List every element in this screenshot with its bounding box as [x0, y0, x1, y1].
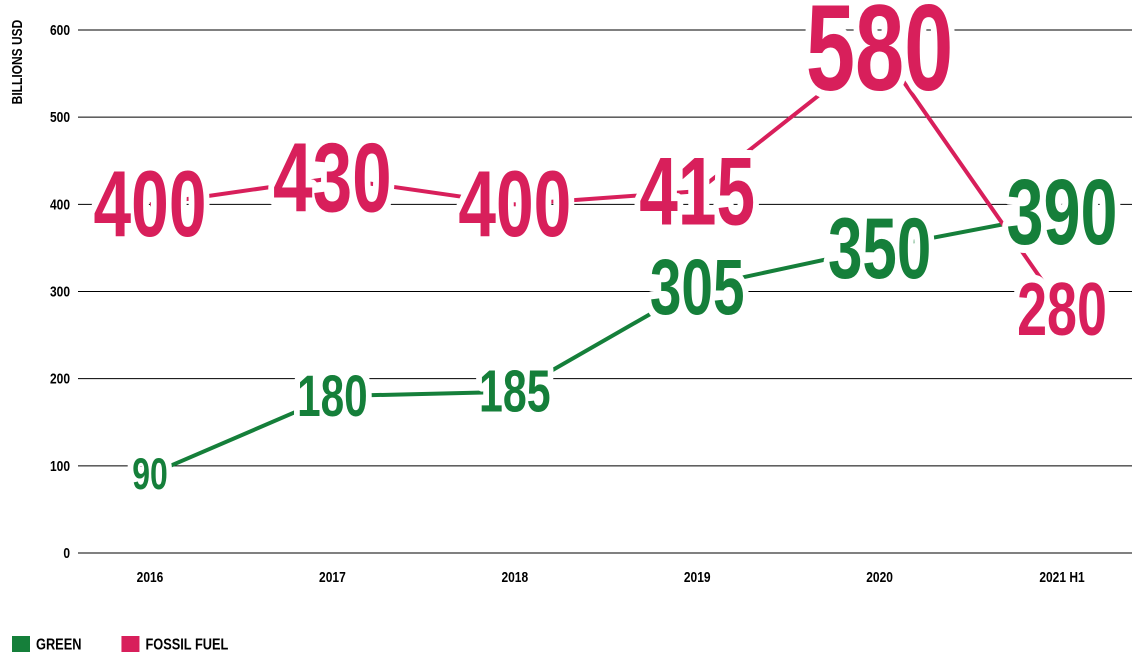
data-label: 400: [458, 152, 571, 256]
legend-label: FOSSIL FUEL: [145, 636, 228, 654]
line: [149, 44, 1064, 311]
lines: [149, 44, 1064, 477]
y-tick-label: 0: [63, 545, 70, 562]
data-label: 430: [273, 123, 392, 233]
data-label: 180: [297, 363, 368, 428]
y-tick-label: 100: [50, 458, 70, 475]
legend-swatch: [12, 636, 30, 652]
data-label: 415: [639, 137, 755, 245]
x-tick-label: 2016: [137, 569, 164, 586]
data-label: 390: [1007, 161, 1118, 264]
y-tick-label: 200: [50, 370, 70, 387]
x-tick-label: 2021 H1: [1039, 569, 1085, 586]
data-label: 350: [828, 200, 931, 296]
y-tick-label: 500: [50, 109, 70, 126]
data-label: 400: [94, 152, 207, 256]
x-tick-label: 2018: [501, 569, 528, 586]
data-label: 280: [1017, 267, 1107, 351]
legend-swatch: [121, 636, 140, 652]
line: [149, 211, 1063, 477]
data-label: 185: [479, 358, 551, 425]
x-tick-label: 2019: [684, 569, 711, 586]
y-tick-label: 300: [50, 283, 70, 300]
y-tick-label: 600: [50, 22, 70, 39]
y-tick-label: 400: [50, 196, 70, 213]
y-axis-label: BILLIONS USD: [9, 20, 26, 105]
x-tick-label: 2017: [319, 569, 346, 586]
data-label: 305: [650, 243, 745, 331]
x-tick-label: 2020: [866, 569, 893, 586]
data-label: 580: [806, 0, 954, 116]
data-labels: 90 180 185 305 350 390 400 430 400 415 580 280: [87, 0, 1125, 506]
legend-label: GREEN: [36, 636, 81, 654]
data-label: 90: [132, 450, 168, 499]
